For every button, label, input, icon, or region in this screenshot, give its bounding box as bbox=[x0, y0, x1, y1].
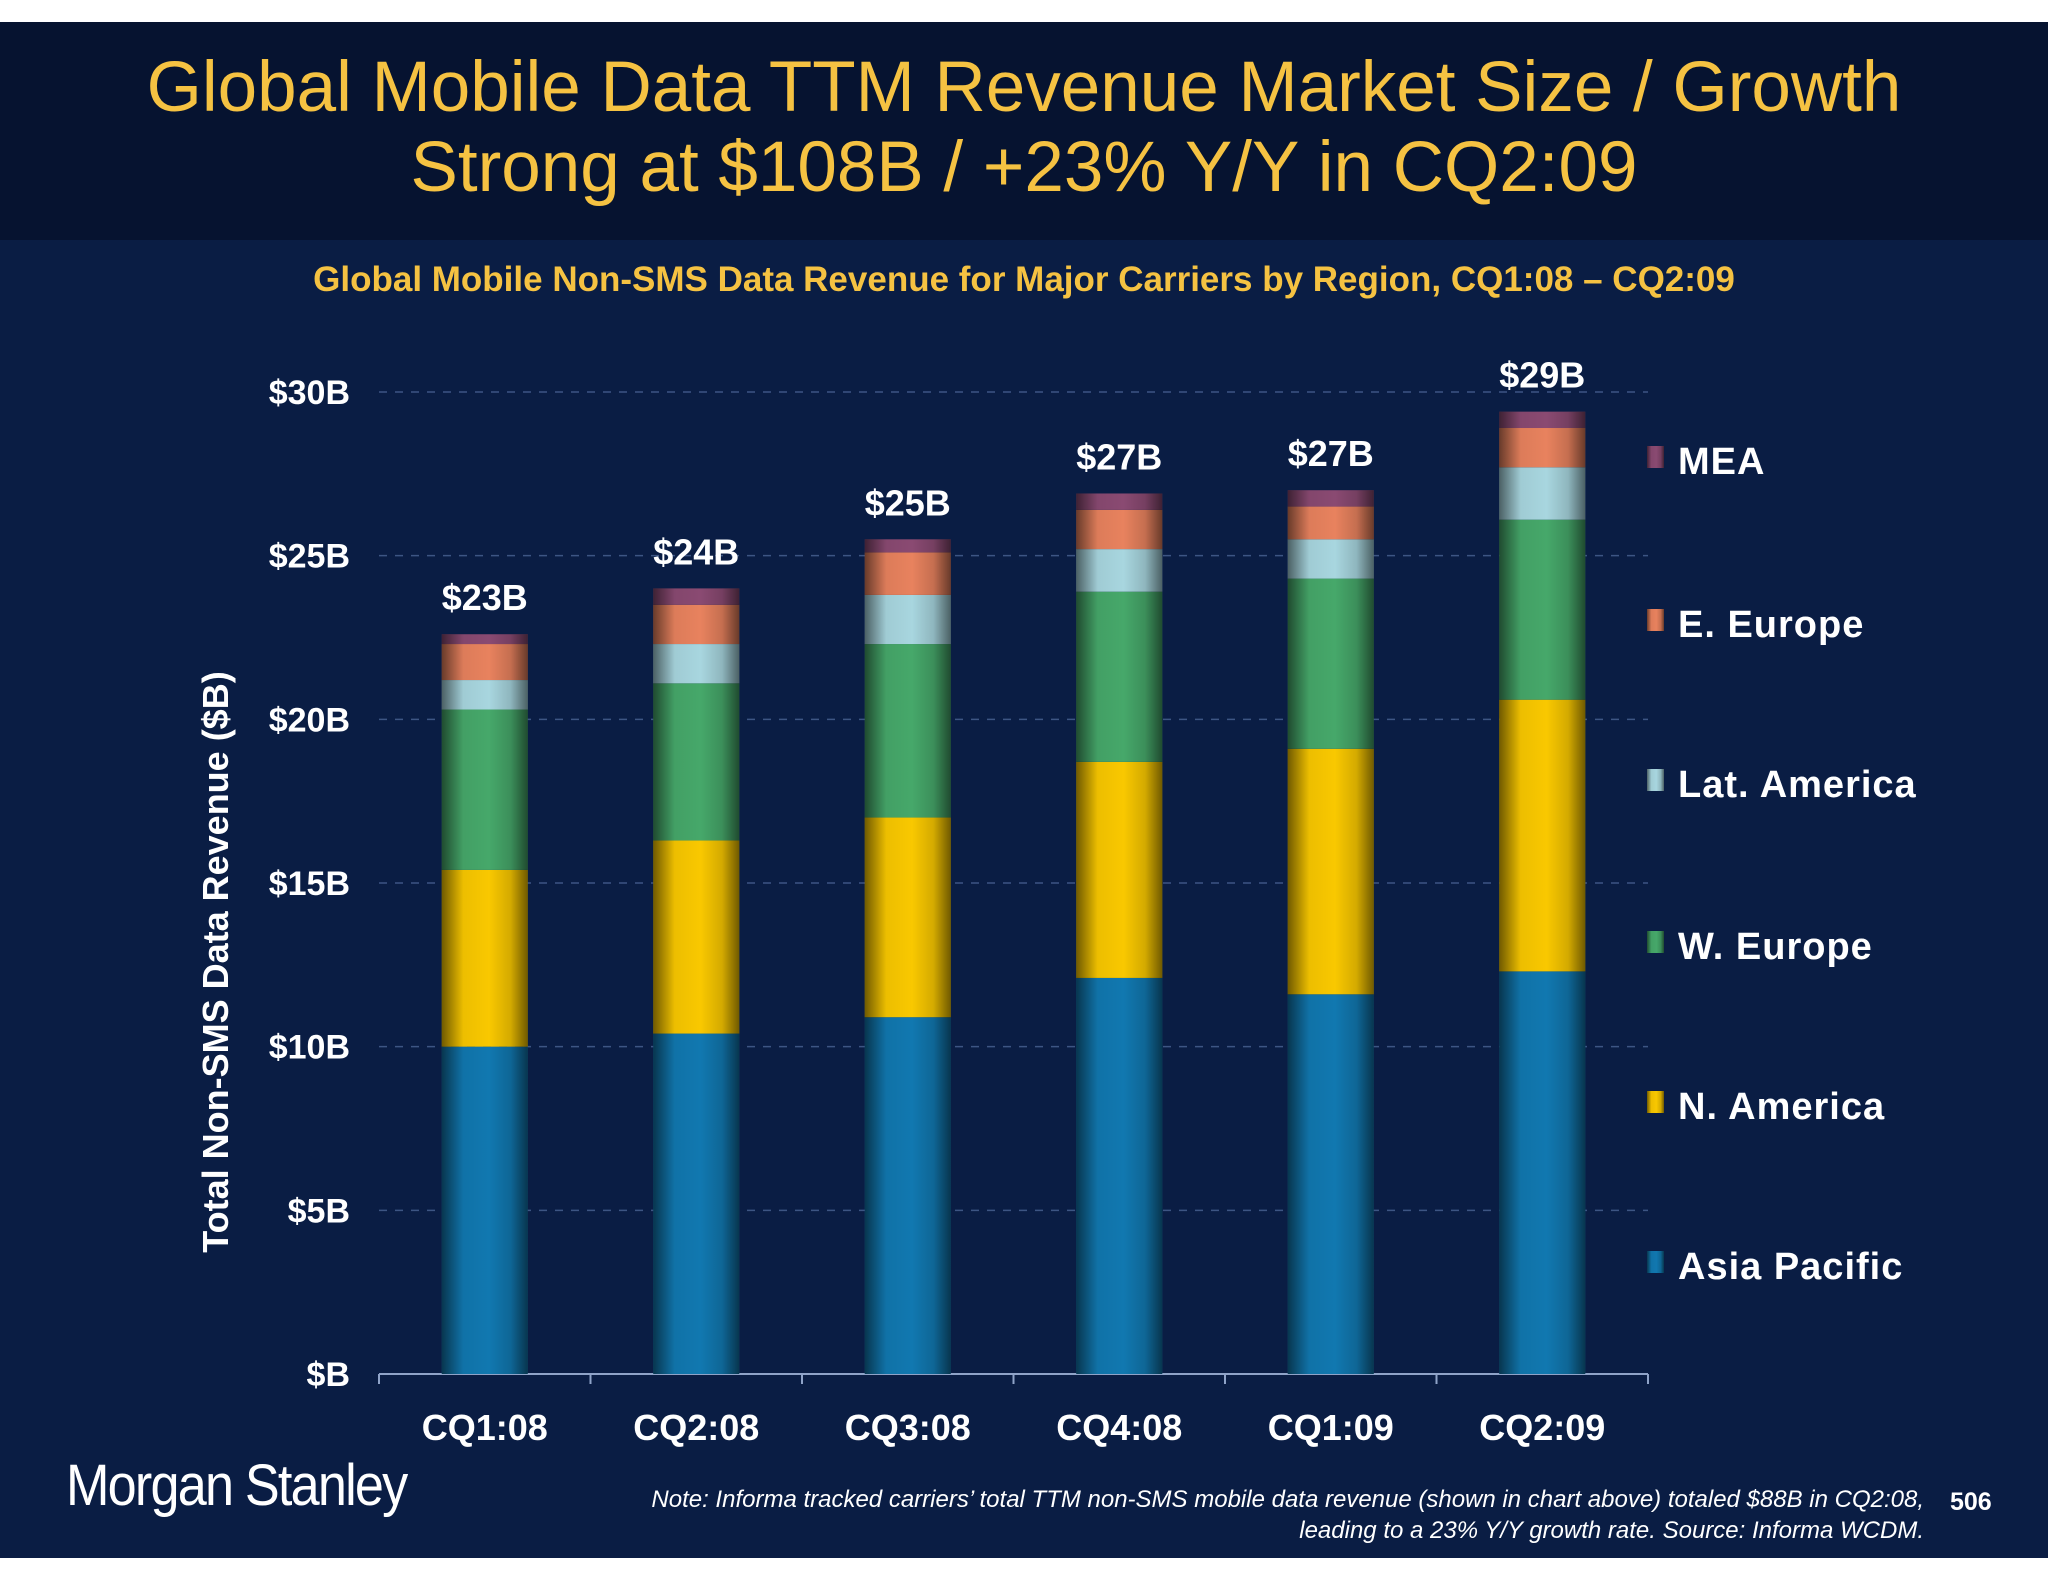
bar-shading bbox=[1287, 490, 1374, 1374]
bar-shading bbox=[441, 634, 528, 1374]
legend-swatch-shading bbox=[1647, 1091, 1664, 1113]
y-tick-label: $20B bbox=[269, 701, 350, 739]
y-tick-label: $B bbox=[307, 1356, 350, 1394]
bar-shading bbox=[1499, 411, 1586, 1374]
legend-label: N. America bbox=[1678, 1086, 1885, 1128]
y-tick-label: $15B bbox=[269, 865, 350, 903]
page-number: 506 bbox=[1950, 1488, 1992, 1516]
slide: Global Mobile Data TTM Revenue Market Si… bbox=[0, 22, 2048, 1558]
x-tick-label: CQ4:08 bbox=[1056, 1407, 1182, 1448]
title-band: Global Mobile Data TTM Revenue Market Si… bbox=[0, 22, 2048, 240]
morgan-stanley-logo: Morgan Stanley bbox=[66, 1453, 408, 1518]
x-tick-label: CQ1:08 bbox=[422, 1407, 548, 1448]
legend-label: MEA bbox=[1678, 441, 1765, 483]
bar-total-label: $23B bbox=[442, 577, 528, 618]
bar-total-label: $29B bbox=[1499, 355, 1585, 396]
bar-total-label: $24B bbox=[653, 531, 739, 572]
footnote: Note: Informa tracked carriers’ total TT… bbox=[651, 1484, 1924, 1546]
x-tick-label: CQ3:08 bbox=[845, 1407, 971, 1448]
x-tick-label: CQ1:09 bbox=[1268, 1407, 1394, 1448]
bar-total-label: $27B bbox=[1288, 433, 1374, 474]
legend-label: E. Europe bbox=[1678, 604, 1864, 646]
stacked-bar-chart: Total Non-SMS Data Revenue ($B) $B $5B $10… bbox=[195, 355, 1917, 1448]
bar-shading bbox=[653, 588, 740, 1374]
y-tick-label: $10B bbox=[269, 1029, 350, 1067]
y-tick-label: $5B bbox=[288, 1192, 350, 1230]
bar-shading bbox=[1076, 493, 1163, 1374]
y-tick-label: $30B bbox=[269, 374, 350, 412]
y-tick-label: $25B bbox=[269, 538, 350, 576]
title-line-2: Strong at $108B / +23% Y/Y in CQ2:09 bbox=[410, 128, 1638, 207]
legend-swatch-shading bbox=[1647, 609, 1664, 631]
chart-title: Global Mobile Non-SMS Data Revenue for M… bbox=[313, 260, 1735, 299]
legend-swatch-shading bbox=[1647, 769, 1664, 791]
footnote-line-2: leading to a 23% Y/Y growth rate. Source… bbox=[1299, 1517, 1924, 1544]
x-tick-label: CQ2:09 bbox=[1479, 1407, 1605, 1448]
bar-total-label: $27B bbox=[1076, 436, 1162, 477]
bar-shading bbox=[864, 539, 951, 1374]
title-line-1: Global Mobile Data TTM Revenue Market Si… bbox=[146, 48, 1902, 127]
legend-swatch-shading bbox=[1647, 1251, 1664, 1273]
legend-label: W. Europe bbox=[1678, 926, 1873, 968]
legend-swatch-shading bbox=[1647, 446, 1664, 468]
bar-total-label: $25B bbox=[865, 482, 951, 523]
legend-swatch-shading bbox=[1647, 931, 1664, 953]
legend-label: Asia Pacific bbox=[1678, 1246, 1903, 1288]
footnote-line-1: Note: Informa tracked carriers’ total TT… bbox=[651, 1486, 1924, 1513]
y-axis-label: Total Non-SMS Data Revenue ($B) bbox=[195, 671, 236, 1252]
legend-label: Lat. America bbox=[1678, 764, 1917, 806]
x-tick-label: CQ2:08 bbox=[633, 1407, 759, 1448]
